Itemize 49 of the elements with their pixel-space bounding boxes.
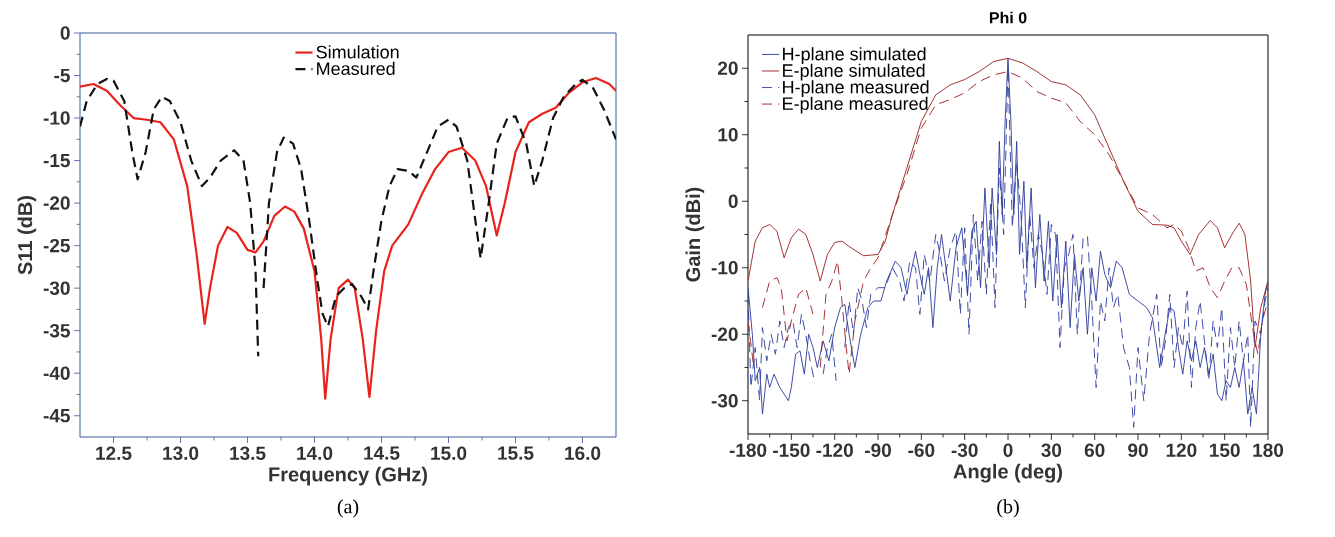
x-tick-label: 16.0	[565, 446, 601, 460]
x-tick-label: 15.5	[498, 446, 534, 460]
x-tick-label: 0	[1003, 443, 1013, 457]
x-tick-label: 180	[1253, 443, 1284, 457]
legend-label: E-plane measured	[783, 96, 928, 114]
y-tick-label: -35	[43, 323, 70, 338]
x-tick-label: 13.5	[230, 446, 266, 461]
x-tick-label: 30	[1041, 443, 1062, 458]
x-tick-label: -150	[773, 443, 810, 457]
y-tick-label: 10	[718, 128, 738, 142]
x-tick-label: 12.5	[96, 446, 132, 460]
y-tick-label: -40	[43, 366, 70, 380]
x-tick-label: 14.5	[364, 446, 400, 460]
y-axis-title: S11 (dB)	[17, 196, 37, 275]
legend-label: Measured	[317, 61, 395, 76]
x-tick-label: -30	[951, 443, 978, 458]
y-tick-label: -20	[711, 327, 738, 341]
x-tick-label: -120	[816, 443, 853, 457]
x-tick-label: -180	[729, 443, 767, 457]
y-tick-label: -30	[711, 393, 738, 408]
x-tick-label: 15.0	[431, 446, 467, 460]
y-tick-label: -15	[43, 153, 70, 168]
legend-label: H-plane simulated	[783, 47, 926, 64]
y-tick-label: 20	[718, 61, 738, 75]
text: (b)	[997, 499, 1019, 518]
x-tick-label: 60	[1084, 443, 1105, 457]
x-tick-label: 14.0	[297, 446, 333, 460]
y-tick-label: -25	[43, 238, 70, 253]
legend-label: Simulation	[316, 45, 399, 59]
x-axis-title: Frequency (GHz)	[269, 466, 427, 486]
x-tick-label: 120	[1166, 443, 1197, 457]
x-tick-label: 13.0	[163, 446, 199, 461]
y-tick-label: -10	[711, 261, 738, 275]
y-axis-title: Gain (dBi)	[685, 187, 705, 282]
x-tick-label: -90	[865, 443, 891, 457]
legend-label: E-plane simulated	[783, 63, 925, 81]
y-tick-label: -20	[43, 196, 70, 210]
x-axis-title: Angle (deg)	[953, 463, 1062, 483]
y-tick-label: -30	[43, 281, 70, 295]
y-tick-label: 0	[60, 26, 70, 40]
chart-title: Phi 0	[989, 11, 1027, 24]
y-tick-label: -10	[43, 111, 70, 125]
x-tick-label: -60	[908, 443, 935, 457]
x-tick-label: 150	[1210, 443, 1240, 457]
y-tick-label: 0	[728, 194, 738, 208]
text: (a)	[337, 499, 359, 518]
y-tick-label: -5	[54, 68, 70, 83]
x-tick-label: 90	[1128, 443, 1148, 457]
y-tick-label: -45	[43, 409, 70, 423]
